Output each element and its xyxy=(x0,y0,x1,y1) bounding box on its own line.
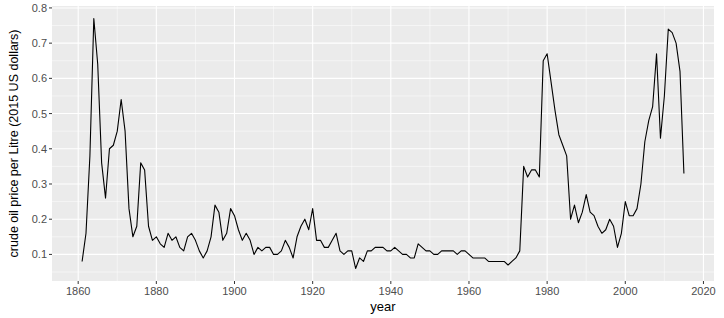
x-axis-title: year xyxy=(370,299,396,314)
panel xyxy=(52,6,714,281)
grid xyxy=(52,6,714,281)
minor-grid-x xyxy=(351,6,352,281)
y-tick xyxy=(49,43,52,44)
x-tick xyxy=(468,281,469,284)
minor-grid-x xyxy=(117,6,118,281)
grid-y xyxy=(52,148,714,149)
grid-y xyxy=(52,43,714,44)
x-tick xyxy=(234,281,235,284)
x-tick-label: 1880 xyxy=(144,285,168,297)
grid-x xyxy=(703,6,704,281)
minor-grid-x xyxy=(508,6,509,281)
grid-x xyxy=(468,6,469,281)
minor-grid-x xyxy=(429,6,430,281)
plot-area xyxy=(82,19,684,269)
minor-grid-x xyxy=(273,6,274,281)
x-tick xyxy=(312,281,313,284)
grid-y xyxy=(52,254,714,255)
y-tick xyxy=(49,254,52,255)
axes: 1860 1880 1900 1920 1940 1960 1980 2000 2020 0.1 0… xyxy=(32,2,716,297)
grid-y xyxy=(52,7,714,8)
y-tick xyxy=(49,219,52,220)
grid-y xyxy=(52,219,714,220)
minor-grid-x xyxy=(664,6,665,281)
y-tick-label: 0.8 xyxy=(32,2,47,14)
grid-y xyxy=(52,78,714,79)
y-tick xyxy=(49,183,52,184)
y-tick-label: 0.4 xyxy=(32,143,47,155)
x-tick-label: 1920 xyxy=(300,285,324,297)
x-tick-label: 1860 xyxy=(66,285,90,297)
grid-x xyxy=(156,6,157,281)
x-tick-label: 2020 xyxy=(691,285,715,297)
y-tick-label: 0.5 xyxy=(32,108,47,120)
y-axis-title: crude oil price per Litre (2015 US dolla… xyxy=(7,30,21,258)
x-tick-label: 2000 xyxy=(613,285,637,297)
x-tick xyxy=(78,281,79,284)
y-tick xyxy=(49,113,52,114)
minor-grid-y xyxy=(52,60,714,61)
y-tick-label: 0.2 xyxy=(32,213,47,225)
chart: 1860 1880 1900 1920 1940 1960 1980 2000 2020 0.1 0… xyxy=(0,0,724,318)
y-tick-label: 0.1 xyxy=(32,248,47,260)
x-tick-label: 1980 xyxy=(535,285,559,297)
grid-y xyxy=(52,113,714,114)
x-tick xyxy=(390,281,391,284)
x-tick xyxy=(547,281,548,284)
minor-grid-y xyxy=(52,201,714,202)
y-tick-label: 0.3 xyxy=(32,178,47,190)
minor-grid-y xyxy=(52,166,714,167)
minor-grid-y xyxy=(52,25,714,26)
grid-y xyxy=(52,183,714,184)
x-tick-label: 1900 xyxy=(222,285,246,297)
x-tick xyxy=(703,281,704,284)
grid-x xyxy=(390,6,391,281)
minor-grid-y xyxy=(52,272,714,273)
grid-x xyxy=(312,6,313,281)
price-line xyxy=(82,19,684,269)
minor-grid-y xyxy=(52,131,714,132)
grid-x xyxy=(547,6,548,281)
y-tick-label: 0.7 xyxy=(32,37,47,49)
y-tick xyxy=(49,148,52,149)
y-tick xyxy=(49,78,52,79)
grid-x xyxy=(234,6,235,281)
x-tick xyxy=(156,281,157,284)
grid-x xyxy=(78,6,79,281)
y-tick xyxy=(49,7,52,8)
minor-grid-y xyxy=(52,95,714,96)
minor-grid-x xyxy=(586,6,587,281)
x-tick xyxy=(625,281,626,284)
y-tick-label: 0.6 xyxy=(32,72,47,84)
x-tick-label: 1940 xyxy=(379,285,403,297)
x-tick-label: 1960 xyxy=(457,285,481,297)
grid-x xyxy=(625,6,626,281)
